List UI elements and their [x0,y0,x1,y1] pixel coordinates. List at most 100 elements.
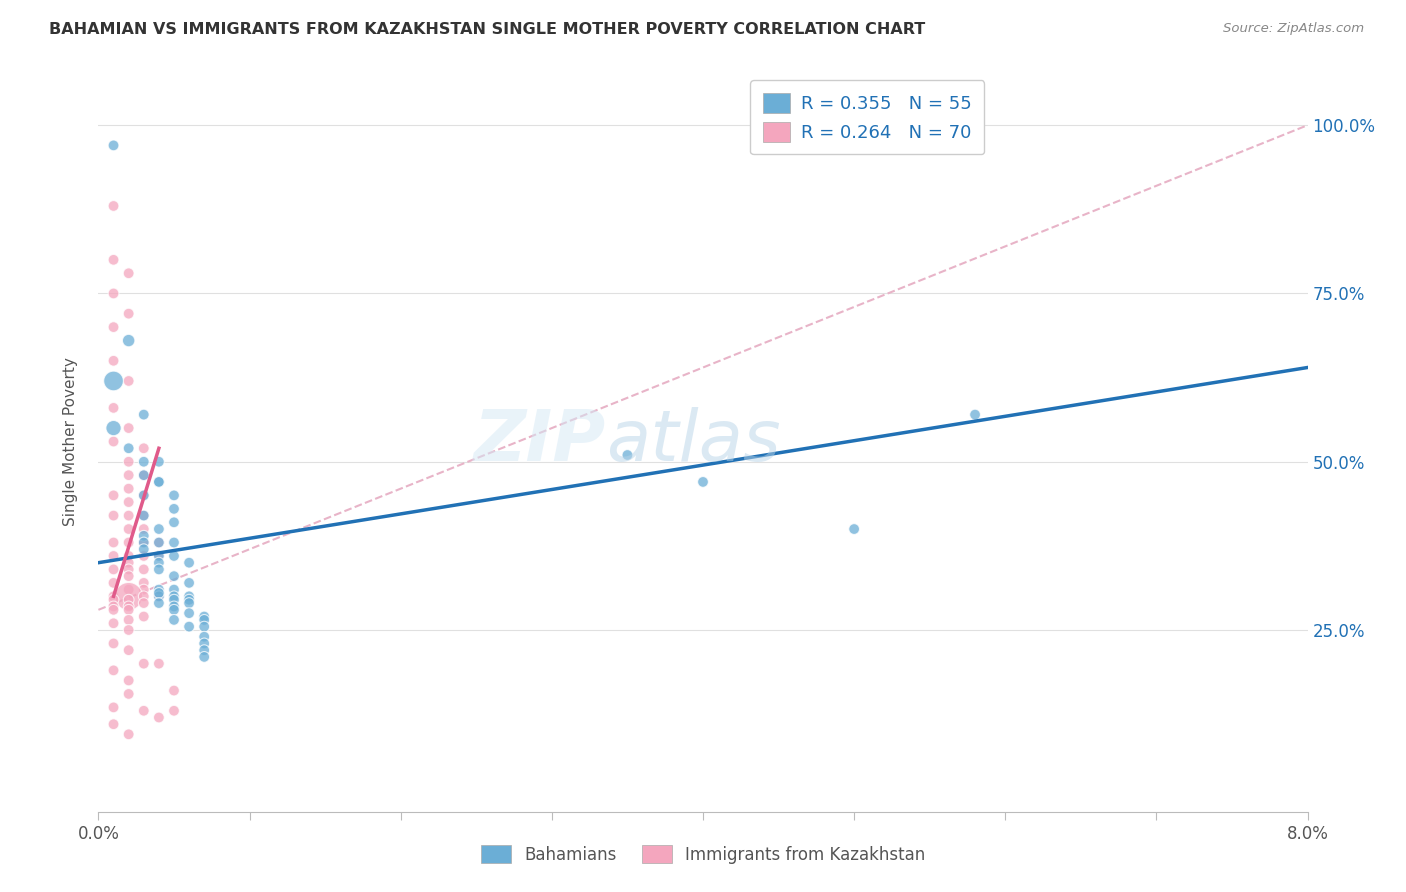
Point [132,522,155,536]
Point [148,582,170,597]
Point [103,138,125,153]
Point [103,421,125,435]
Point [103,508,125,523]
Point [118,482,141,496]
Point [179,575,201,590]
Point [118,442,141,456]
Point [118,421,141,435]
Point [103,603,125,617]
Point [193,613,215,627]
Point [163,599,186,614]
Point [103,664,125,678]
Point [148,455,170,469]
Point [132,575,155,590]
Point [118,468,141,483]
Point [103,434,125,449]
Point [148,556,170,570]
Point [132,408,155,422]
Point [692,475,714,489]
Point [163,592,186,607]
Point [132,609,155,624]
Point [148,657,170,671]
Point [103,599,125,614]
Point [118,562,141,576]
Point [132,535,155,549]
Point [163,488,186,502]
Point [148,562,170,576]
Point [132,562,155,576]
Point [193,609,215,624]
Point [103,717,125,731]
Legend: R = 0.355   N = 55, R = 0.264   N = 70: R = 0.355 N = 55, R = 0.264 N = 70 [751,80,984,154]
Text: ZIP: ZIP [474,407,606,476]
Text: atlas: atlas [606,407,780,476]
Point [118,556,141,570]
Point [118,334,141,348]
Point [118,673,141,688]
Point [163,582,186,597]
Point [193,636,215,650]
Point [163,535,186,549]
Point [103,252,125,267]
Point [118,590,141,604]
Point [163,704,186,718]
Y-axis label: Single Mother Poverty: Single Mother Poverty [63,357,77,526]
Point [163,501,186,516]
Point [179,596,201,610]
Point [179,590,201,604]
Point [132,657,155,671]
Point [103,374,125,388]
Point [132,442,155,456]
Point [132,535,155,549]
Point [179,606,201,620]
Point [118,508,141,523]
Point [118,687,141,701]
Point [965,408,987,422]
Point [118,599,141,614]
Point [103,700,125,714]
Point [132,542,155,557]
Point [844,522,866,536]
Point [103,320,125,334]
Legend: Bahamians, Immigrants from Kazakhstan: Bahamians, Immigrants from Kazakhstan [474,838,932,871]
Point [148,535,170,549]
Point [118,495,141,509]
Point [118,643,141,657]
Point [148,549,170,563]
Point [132,596,155,610]
Point [118,569,141,583]
Point [163,613,186,627]
Point [118,613,141,627]
Point [179,592,201,607]
Point [132,590,155,604]
Point [103,592,125,607]
Point [103,488,125,502]
Point [193,630,215,644]
Point [132,488,155,502]
Point [118,727,141,741]
Point [103,549,125,563]
Point [132,488,155,502]
Point [118,582,141,597]
Point [118,522,141,536]
Point [103,286,125,301]
Point [163,549,186,563]
Point [118,603,141,617]
Point [132,529,155,543]
Point [103,401,125,415]
Point [148,590,170,604]
Point [148,710,170,724]
Point [103,636,125,650]
Point [148,522,170,536]
Point [132,468,155,483]
Text: Source: ZipAtlas.com: Source: ZipAtlas.com [1223,22,1364,36]
Point [163,516,186,530]
Point [148,549,170,563]
Point [193,649,215,664]
Point [148,586,170,600]
Point [132,508,155,523]
Point [132,455,155,469]
Point [179,620,201,634]
Point [193,643,215,657]
Point [118,307,141,321]
